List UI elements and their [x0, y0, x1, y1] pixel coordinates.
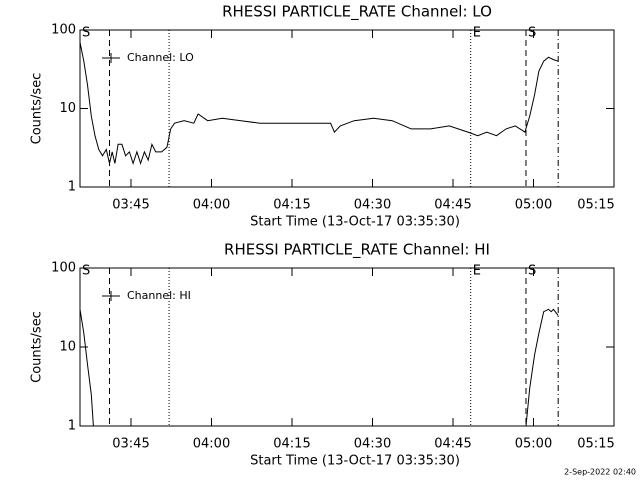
- annotation: E: [473, 26, 481, 41]
- annotation: S: [528, 26, 536, 41]
- annotation: S: [82, 26, 90, 41]
- legend-label: Channel: LO: [127, 51, 194, 64]
- x-tick-label: 05:00: [515, 437, 552, 452]
- chart-title: RHESSI PARTICLE_RATE Channel: HI: [224, 241, 490, 260]
- x-tick-label: 04:30: [354, 437, 391, 452]
- x-tick-label: 03:45: [112, 198, 149, 213]
- y-axis-label: Counts/sec: [30, 73, 45, 145]
- y-tick-label: 10: [59, 101, 76, 116]
- data-line: [80, 42, 559, 166]
- x-tick-label: 04:30: [354, 198, 391, 213]
- annotation: E: [473, 264, 481, 279]
- x-tick-label: 04:45: [434, 198, 471, 213]
- y-tick-label: 1: [68, 419, 76, 434]
- footer: 2-Sep-2022 02:40: [564, 468, 636, 477]
- annotation: S: [82, 264, 90, 279]
- y-axis-label: Counts/sec: [30, 311, 45, 383]
- y-tick-label: 100: [51, 261, 76, 276]
- x-tick-label: 04:15: [273, 437, 310, 452]
- x-tick-label: 04:45: [434, 437, 471, 452]
- x-tick-label: 05:15: [577, 198, 614, 213]
- x-axis-label: Start Time (13-Oct-17 03:35:30): [250, 215, 460, 230]
- y-tick-label: 10: [59, 340, 76, 355]
- data-line: [80, 308, 559, 426]
- chart-title: RHESSI PARTICLE_RATE Channel: LO: [222, 3, 492, 22]
- x-tick-label: 04:15: [273, 198, 310, 213]
- x-tick-label: 03:45: [112, 437, 149, 452]
- x-tick-label: 05:15: [577, 437, 614, 452]
- y-tick-label: 100: [51, 23, 76, 38]
- x-tick-label: 05:00: [515, 198, 552, 213]
- legend-label: Channel: HI: [127, 289, 191, 302]
- x-tick-label: 04:00: [193, 198, 230, 213]
- x-axis-label: Start Time (13-Oct-17 03:35:30): [250, 454, 460, 469]
- annotation: S: [528, 264, 536, 279]
- y-tick-label: 1: [68, 180, 76, 195]
- x-tick-label: 04:00: [193, 437, 230, 452]
